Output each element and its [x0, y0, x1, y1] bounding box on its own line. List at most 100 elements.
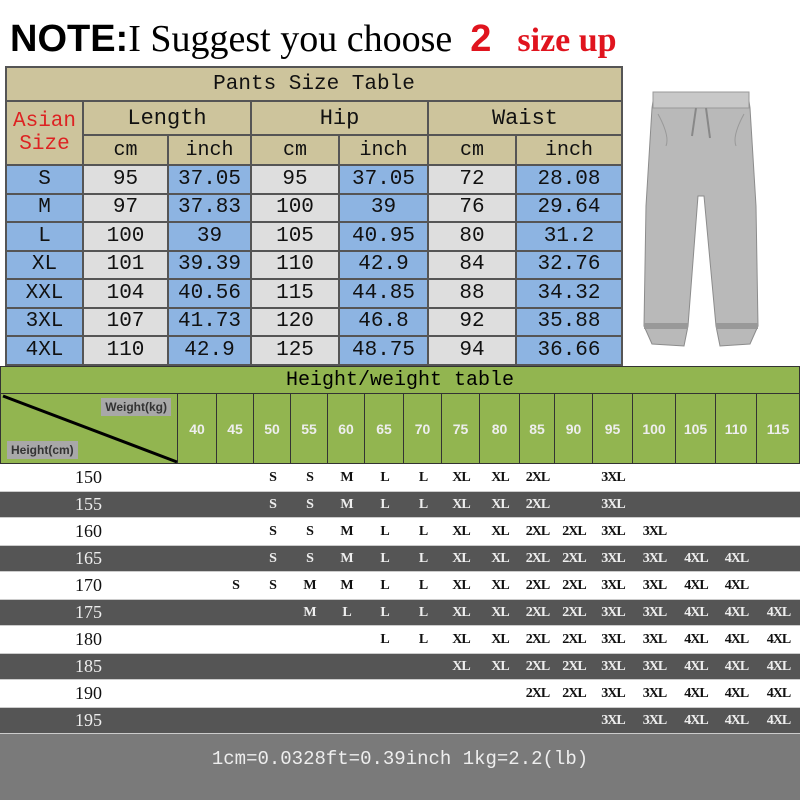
size-cell: XL	[452, 631, 470, 647]
measure-cell: 32.76	[515, 249, 623, 280]
measure-cell: 28.08	[515, 164, 623, 195]
size-cell: L	[418, 523, 428, 539]
pants-size-table: Pants Size Table Asian Size Length Hip Wa…	[5, 66, 623, 366]
size-cell: 3XL	[601, 523, 625, 539]
size-cell: L	[418, 631, 428, 647]
size-cell: S	[306, 469, 314, 485]
measure-cell: 110	[250, 249, 340, 280]
weight-header: 110	[716, 394, 757, 463]
table-row: M 97 37.83 100 39 76 29.64	[5, 192, 623, 223]
measure-cell: 40.95	[338, 221, 429, 252]
table-row: 180 L L XL XL 2XL 2XL 3XL 3XL 4XL 4XL 4XL	[0, 626, 800, 653]
height-label: Height(cm)	[7, 441, 78, 459]
waist-header: Waist	[427, 100, 623, 136]
size-cell: XL	[491, 523, 509, 539]
length-header: Length	[82, 100, 252, 136]
size-cell: 2XL	[562, 658, 586, 674]
size-cell: L	[380, 604, 389, 620]
size-cell: M	[340, 496, 353, 512]
size-cell: L	[418, 469, 428, 485]
weight-header: 65	[365, 394, 404, 463]
hip-header: Hip	[250, 100, 429, 136]
size-cell: 4XL	[684, 658, 708, 674]
size-cell: 3XL	[642, 658, 667, 674]
size-cell: M	[340, 469, 353, 485]
measure-cell: 94	[427, 335, 517, 366]
size-cell: L	[380, 523, 389, 539]
table-row: L 100 39 105 40.95 80 31.2	[5, 221, 623, 252]
size-cell: XL	[491, 658, 509, 674]
size-note: NOTE:I Suggest you choose 2 size up	[10, 14, 617, 64]
size-cell: 4XL	[724, 631, 749, 647]
unit-header: cm	[250, 134, 340, 166]
size-cell: L	[380, 631, 389, 647]
size-cell: 4XL	[684, 577, 708, 593]
height-cell: 170	[75, 575, 102, 595]
size-cell: 3XL	[642, 712, 667, 728]
size-cell: S	[269, 577, 277, 593]
size-cell: 2XL	[525, 685, 550, 701]
weight-header: 85	[520, 394, 555, 463]
size-cell: 2XL	[562, 550, 586, 566]
height-cell: 190	[75, 683, 102, 703]
measure-cell: 46.8	[338, 306, 429, 337]
size-cell: M	[340, 523, 353, 539]
weight-header: 95	[593, 394, 633, 463]
measure-cell: 40.56	[167, 278, 252, 309]
size-cell: S	[269, 550, 277, 566]
measure-cell: 100	[250, 192, 340, 223]
size-cell: L	[342, 604, 351, 620]
weight-header: 70	[404, 394, 442, 463]
measure-cell: 48.75	[338, 335, 429, 366]
size-cell: 4XL	[724, 550, 749, 566]
size-cell: 3XL	[601, 577, 625, 593]
size-cell: S	[306, 496, 314, 512]
size-cell: XL	[491, 604, 509, 620]
measure-cell: 95	[82, 164, 169, 195]
size-cell: 2XL	[525, 577, 550, 593]
measure-cell: 44.85	[338, 278, 429, 309]
size-cell: XL	[452, 496, 470, 512]
size-cell: S	[269, 523, 277, 539]
measure-cell: 84	[427, 249, 517, 280]
size-cell: L	[5, 221, 84, 252]
size-cell: 2XL	[525, 496, 550, 512]
measure-cell: 37.05	[167, 164, 252, 195]
size-cell: 4XL	[684, 550, 708, 566]
size-cell: L	[418, 604, 428, 620]
size-cell: XL	[491, 550, 509, 566]
size-cell: 2XL	[525, 469, 550, 485]
table-row: 165 S S M L L XL XL 2XL 2XL 3XL 3XL 4XL 4XL	[0, 545, 800, 572]
measure-cell: 31.2	[515, 221, 623, 252]
unit-header: inch	[167, 134, 252, 166]
measure-cell: 95	[250, 164, 340, 195]
measure-cell: 34.32	[515, 278, 623, 309]
measure-cell: 125	[250, 335, 340, 366]
size-cell: 3XL	[601, 685, 625, 701]
weight-header: 60	[328, 394, 365, 463]
size-cell: 4XL	[724, 685, 749, 701]
measure-cell: 35.88	[515, 306, 623, 337]
size-cell: 4XL	[766, 685, 791, 701]
weight-label: Weight(kg)	[101, 398, 171, 416]
measure-cell: 72	[427, 164, 517, 195]
size-cell: M	[5, 192, 84, 223]
measure-cell: 105	[250, 221, 340, 252]
size-cell: L	[380, 469, 389, 485]
size-cell: 4XL	[684, 712, 708, 728]
height-cell: 165	[75, 548, 102, 568]
diagonal-line	[2, 394, 178, 464]
note-text: I Suggest you choose	[128, 18, 453, 60]
size-cell: 3XL	[601, 550, 625, 566]
size-cell: 3XL	[601, 631, 625, 647]
size-cell: 3XL	[642, 631, 667, 647]
size-cell: 3XL	[642, 523, 667, 539]
size-cell: XL	[491, 577, 509, 593]
height-cell: 175	[75, 602, 102, 622]
table-row: 150 S S M L L XL XL 2XL 3XL	[0, 464, 800, 491]
measure-cell: 97	[82, 192, 169, 223]
size-cell: 2XL	[525, 604, 550, 620]
size-cell: L	[418, 577, 428, 593]
unit-header: inch	[338, 134, 429, 166]
size-cell: XL	[491, 469, 509, 485]
